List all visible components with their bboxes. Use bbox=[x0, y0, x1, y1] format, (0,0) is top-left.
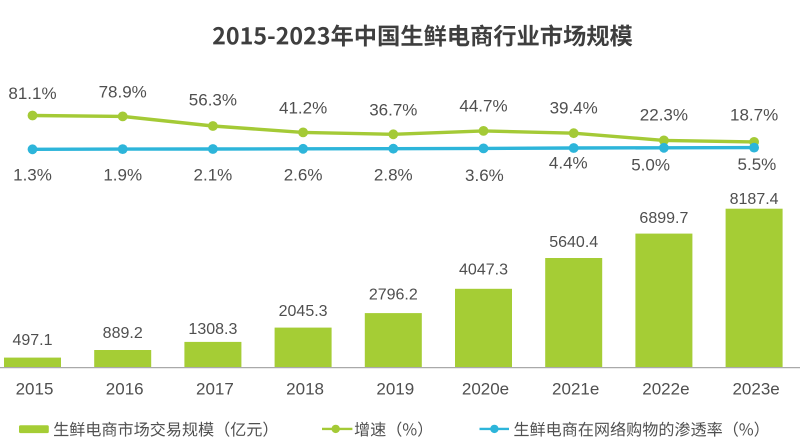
svg-text:497.1: 497.1 bbox=[12, 332, 52, 349]
svg-text:5640.4: 5640.4 bbox=[549, 234, 598, 251]
svg-text:2796.2: 2796.2 bbox=[369, 287, 418, 304]
svg-text:1.3%: 1.3% bbox=[13, 165, 52, 184]
svg-text:2.1%: 2.1% bbox=[194, 165, 233, 184]
svg-text:41.2%: 41.2% bbox=[279, 98, 327, 117]
svg-text:2023e: 2023e bbox=[732, 379, 779, 398]
svg-text:2.6%: 2.6% bbox=[284, 165, 323, 184]
svg-text:2.8%: 2.8% bbox=[374, 165, 413, 184]
svg-text:1308.3: 1308.3 bbox=[188, 321, 237, 338]
svg-text:56.3%: 56.3% bbox=[189, 90, 237, 109]
svg-text:81.1%: 81.1% bbox=[8, 84, 56, 103]
svg-text:18.7%: 18.7% bbox=[730, 105, 778, 124]
svg-text:2020e: 2020e bbox=[462, 379, 509, 398]
svg-text:36.7%: 36.7% bbox=[369, 100, 417, 119]
svg-text:1.9%: 1.9% bbox=[103, 165, 142, 184]
svg-text:39.4%: 39.4% bbox=[550, 98, 598, 117]
svg-text:22.3%: 22.3% bbox=[640, 105, 688, 124]
svg-text:2045.3: 2045.3 bbox=[279, 303, 328, 320]
svg-text:2022e: 2022e bbox=[642, 379, 689, 398]
svg-text:78.9%: 78.9% bbox=[99, 82, 147, 101]
svg-text:2016: 2016 bbox=[106, 379, 144, 398]
svg-text:8187.4: 8187.4 bbox=[730, 191, 779, 208]
svg-text:4.4%: 4.4% bbox=[549, 154, 588, 173]
svg-text:4047.3: 4047.3 bbox=[459, 262, 508, 279]
svg-text:5.5%: 5.5% bbox=[738, 155, 777, 174]
svg-text:5.0%: 5.0% bbox=[631, 156, 670, 175]
svg-text:2017: 2017 bbox=[196, 379, 234, 398]
svg-text:6899.7: 6899.7 bbox=[639, 210, 688, 227]
svg-text:2021e: 2021e bbox=[552, 379, 599, 398]
svg-text:3.6%: 3.6% bbox=[465, 166, 504, 185]
svg-text:2019: 2019 bbox=[376, 379, 414, 398]
svg-text:2018: 2018 bbox=[286, 379, 324, 398]
svg-text:44.7%: 44.7% bbox=[459, 96, 507, 115]
svg-text:2015: 2015 bbox=[16, 379, 54, 398]
svg-text:889.2: 889.2 bbox=[103, 325, 143, 342]
